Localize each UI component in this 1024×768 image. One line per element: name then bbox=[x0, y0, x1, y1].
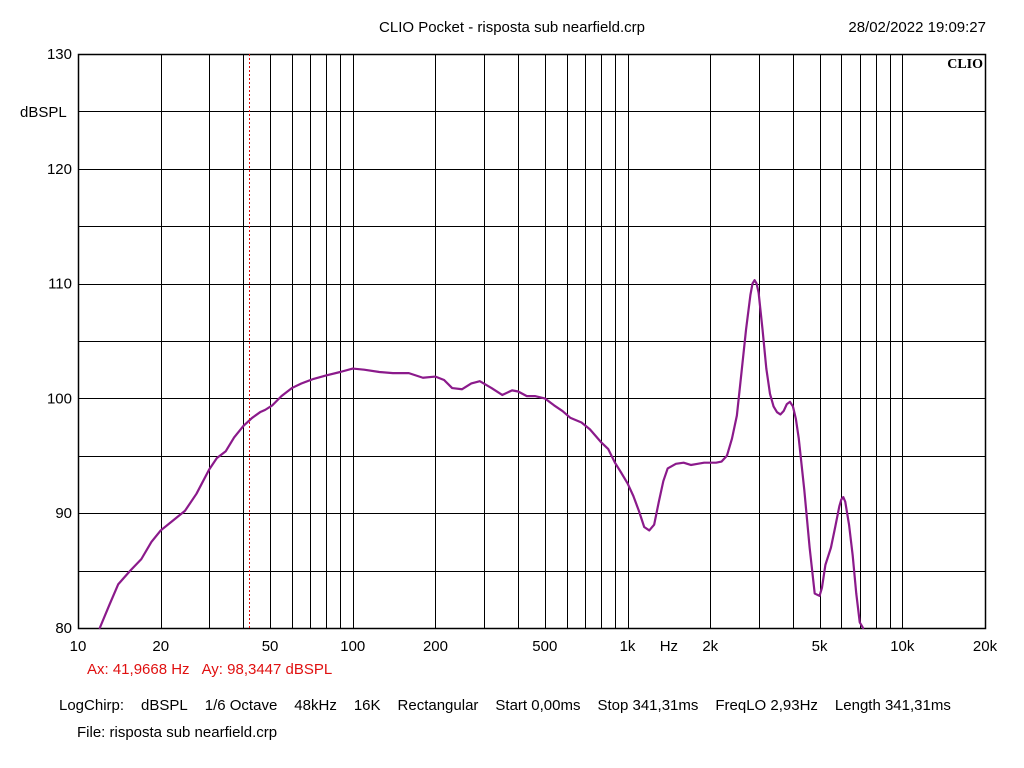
x-tick-label: 100 bbox=[340, 638, 365, 655]
plot-frame bbox=[77, 53, 987, 630]
x-tick-label: 200 bbox=[423, 638, 448, 655]
setting-item: 1/6 Octave bbox=[204, 697, 278, 714]
setting-item: dBSPL bbox=[141, 697, 188, 714]
setting-item: FreqLO 2,93Hz bbox=[715, 697, 818, 714]
y-tick-label: 100 bbox=[47, 390, 72, 407]
setting-item: Length 341,31ms bbox=[834, 697, 951, 714]
cursor-ax-readout: Ax: 41,9668 Hz bbox=[87, 661, 190, 678]
clio-logo: CLIO bbox=[947, 57, 983, 72]
cursor-ay-readout: Ay: 98,3447 dBSPL bbox=[201, 661, 333, 678]
x-tick-label: 10k bbox=[890, 638, 915, 655]
x-tick-label: 50 bbox=[262, 638, 279, 655]
setting-item: 48kHz bbox=[294, 697, 337, 714]
series-layer bbox=[98, 279, 865, 630]
y-axis-unit-label: dBSPL bbox=[20, 104, 67, 121]
frequency-response-line bbox=[98, 279, 865, 630]
grid bbox=[77, 53, 987, 630]
setting-item: Stop 341,31ms bbox=[597, 697, 699, 714]
y-tick-label: 90 bbox=[55, 505, 72, 522]
setting-item: LogChirp: bbox=[59, 697, 125, 714]
x-tick-label: 5k bbox=[812, 638, 828, 655]
y-tick-label: 120 bbox=[47, 161, 72, 178]
cursor-readout: Ax: 41,9668 Hz Ay: 98,3447 dBSPL bbox=[87, 661, 344, 679]
x-axis-unit-label: Hz bbox=[660, 638, 678, 655]
x-tick-label: 500 bbox=[532, 638, 557, 655]
timestamp: 28/02/2022 19:09:27 bbox=[848, 19, 986, 36]
x-tick-label: 10 bbox=[70, 638, 87, 655]
measurement-settings: LogChirp: dBSPL 1/6 Octave 48kHz 16K Rectangu… bbox=[59, 697, 968, 715]
y-tick-label: 130 bbox=[47, 46, 72, 63]
setting-item: Rectangular bbox=[397, 697, 479, 714]
chart-title: CLIO Pocket - risposta sub nearfield.crp bbox=[379, 19, 645, 36]
axis-ticks: 80 90 100 110 120 130 10 20 50 100 200 500 1k 2k 5k 10k… bbox=[20, 46, 998, 655]
label-layer: CLIO bbox=[947, 57, 983, 72]
y-tick-label: 110 bbox=[48, 276, 72, 293]
x-tick-label: 2k bbox=[702, 638, 718, 655]
x-tick-label: 20 bbox=[152, 638, 169, 655]
file-name: File: risposta sub nearfield.crp bbox=[77, 724, 278, 741]
x-tick-label: 20k bbox=[973, 638, 998, 655]
y-tick-label: 80 bbox=[55, 620, 72, 637]
setting-item: Start 0,00ms bbox=[495, 697, 581, 714]
x-tick-label: 1k bbox=[620, 638, 636, 655]
setting-item: 16K bbox=[353, 697, 381, 714]
